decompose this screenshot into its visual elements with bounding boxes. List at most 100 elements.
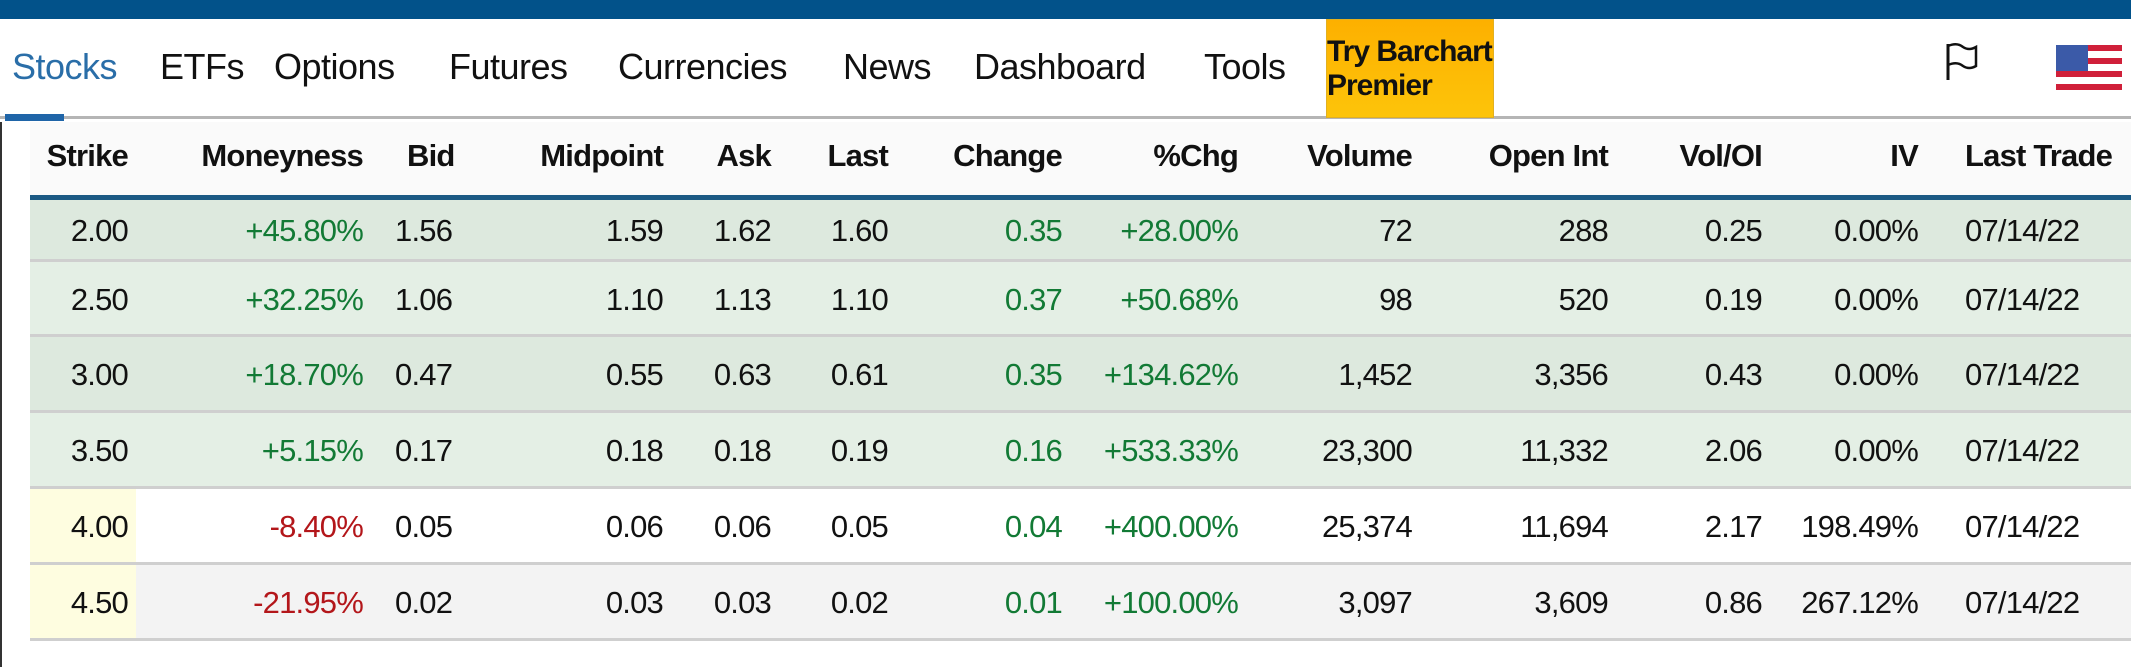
cell-vol-oi: 0.43 [1704,357,1763,392]
cell-midpoint: 0.18 [605,433,664,468]
cell-strike[interactable]: 2.00 [70,213,129,248]
nav-stocks[interactable]: Stocks [12,46,118,87]
cell-pct-change: +533.33% [1103,433,1239,468]
flag-icon[interactable] [1945,42,1979,82]
nav-options[interactable]: Options [274,46,395,87]
header-vol-oi[interactable]: Vol/OI [1679,138,1763,173]
cell-open-interest: 11,332 [1520,433,1609,468]
cell-change: 0.04 [1004,509,1063,544]
header-open-interest[interactable]: Open Int [1488,138,1609,173]
nav-futures[interactable]: Futures [449,46,568,87]
header-moneyness[interactable]: Moneyness [201,138,363,173]
cell-midpoint: 0.55 [605,357,664,392]
header-strike[interactable]: Strike [46,138,129,173]
nav-tools[interactable]: Tools [1204,46,1286,87]
page-edge [0,122,2,667]
cell-moneyness: +32.25% [245,281,363,317]
cell-strike[interactable]: 4.00 [70,509,129,544]
us-flag-icon[interactable] [2056,45,2122,90]
cell-strike[interactable]: 2.50 [70,281,129,317]
cell-vol-oi: 0.19 [1704,281,1763,317]
header-last[interactable]: Last [827,138,888,173]
header-midpoint[interactable]: Midpoint [540,138,664,173]
header-change[interactable]: Change [953,138,1063,173]
cell-iv: 198.49% [1801,509,1919,544]
cell-vol-oi: 0.25 [1704,213,1763,248]
nav-currencies[interactable]: Currencies [618,46,788,87]
cell-volume: 72 [1379,213,1413,248]
try-premier-button[interactable]: Try Barchart Premier [1326,19,1494,118]
table-row[interactable]: 3.00 +18.70% 0.47 0.55 0.63 0.61 0.35 +134.62% 1… [30,337,2131,413]
cell-change: 0.37 [1004,281,1063,317]
table-row[interactable]: 2.00 +45.80% 1.56 1.59 1.62 1.60 0.35 +28.00% 72… [30,200,2131,262]
header-ask[interactable]: Ask [716,138,772,173]
cell-ask: 0.06 [713,509,772,544]
cell-last-trade[interactable]: 07/14/22 [1965,281,2080,317]
table-row[interactable]: 4.00 -8.40% 0.05 0.06 0.06 0.05 0.04 +400.00% 25… [30,489,2131,565]
cell-ask: 1.62 [713,213,772,248]
cell-volume: 3,097 [1338,585,1412,620]
cell-iv: 267.12% [1801,585,1919,620]
cell-pct-change: +134.62% [1103,357,1239,392]
top-banner [0,0,2131,19]
cell-midpoint: 0.03 [605,585,664,620]
cell-last-trade[interactable]: 07/14/22 [1965,433,2080,468]
cell-bid: 0.02 [395,585,453,620]
cell-open-interest: 288 [1558,213,1609,248]
cell-ask: 0.18 [713,433,772,468]
cell-iv: 0.00% [1834,433,1919,468]
cell-volume: 98 [1379,281,1413,317]
cell-last-trade[interactable]: 07/14/22 [1965,585,2080,620]
main-nav: Stocks ETFs Options Futures Currencies N… [0,20,2131,119]
header-last-trade[interactable]: Last Trade [1965,138,2113,173]
cell-last-trade[interactable]: 07/14/22 [1965,213,2080,248]
strike-highlight [30,565,136,638]
table-row[interactable]: 4.50 -21.95% 0.02 0.03 0.03 0.02 0.01 +100.00% 3… [30,565,2131,641]
nav-news[interactable]: News [843,46,932,87]
cell-volume: 1,452 [1338,357,1412,392]
header-iv[interactable]: IV [1890,138,1918,173]
cell-moneyness: +45.80% [245,213,363,248]
cell-strike[interactable]: 4.50 [70,585,129,620]
cell-strike[interactable]: 3.50 [70,433,129,468]
cell-ask: 1.13 [713,281,772,317]
strike-highlight [30,489,136,562]
nav-etfs[interactable]: ETFs [160,46,245,87]
cell-moneyness: +18.70% [245,357,363,392]
cell-pct-change: +28.00% [1120,213,1238,248]
cell-last: 0.19 [830,433,889,468]
header-bid[interactable]: Bid [407,138,455,173]
cell-last: 0.61 [830,357,889,392]
cell-volume: 25,374 [1321,509,1413,544]
cell-last: 1.60 [830,213,889,248]
cell-vol-oi: 2.17 [1704,509,1763,544]
cell-ask: 0.63 [713,357,772,392]
cell-moneyness: -21.95% [253,585,364,620]
header-pct-change[interactable]: %Chg [1153,138,1238,173]
table-row[interactable]: 2.50 +32.25% 1.06 1.10 1.13 1.10 0.37 +50.68% 98… [30,262,2131,337]
table-row[interactable]: 3.50 +5.15% 0.17 0.18 0.18 0.19 0.16 +533.33% 23… [30,413,2131,489]
cell-open-interest: 520 [1558,281,1609,317]
cell-pct-change: +100.00% [1103,585,1239,620]
active-tab-indicator [5,114,64,121]
table-header: Strike Moneyness Bid Midpoint Ask Last Change%… [30,122,2131,201]
cell-midpoint: 0.06 [605,509,664,544]
cell-midpoint: 1.10 [605,281,664,317]
cell-iv: 0.00% [1834,357,1919,392]
cell-moneyness: -8.40% [269,509,364,544]
header-volume[interactable]: Volume [1307,138,1413,173]
cell-change: 0.16 [1004,433,1063,468]
cell-bid: 0.47 [395,357,453,392]
cell-pct-change: +400.00% [1103,509,1239,544]
cell-last-trade[interactable]: 07/14/22 [1965,509,2080,544]
cell-iv: 0.00% [1834,281,1919,317]
cell-last-trade[interactable]: 07/14/22 [1965,357,2080,392]
cell-ask: 0.03 [713,585,772,620]
cell-change: 0.01 [1004,585,1063,620]
nav-dashboard[interactable]: Dashboard [974,46,1146,87]
cell-midpoint: 1.59 [605,213,664,248]
cell-open-interest: 11,694 [1520,509,1609,544]
cell-bid: 0.17 [395,433,453,468]
cell-strike[interactable]: 3.00 [70,357,129,392]
cell-vol-oi: 2.06 [1704,433,1763,468]
